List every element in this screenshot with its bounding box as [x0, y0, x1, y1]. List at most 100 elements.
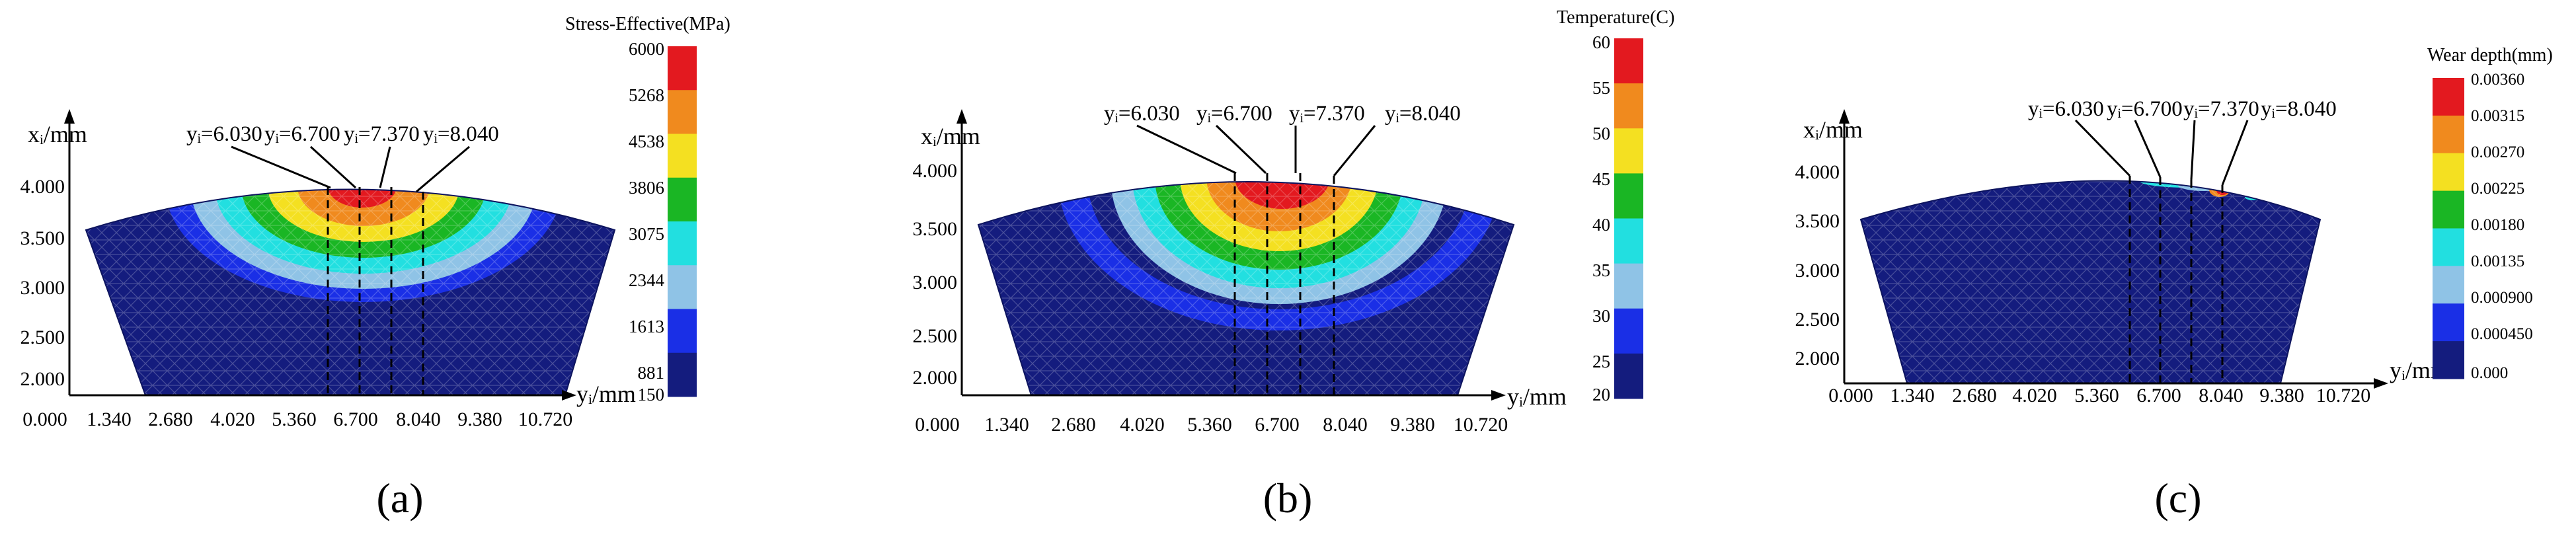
colorbar-label-b-6: 30 — [1592, 306, 1610, 326]
annotation-c-0: yᵢ=6.030 — [2028, 97, 2104, 121]
y-axis-label-c: xᵢ/mm — [1803, 116, 1863, 143]
colorbar-segment — [2433, 115, 2464, 154]
caption-c: (c) — [2154, 475, 2201, 521]
colorbar-label-b-8: 20 — [1592, 385, 1610, 405]
x-axis-arrow-a — [562, 390, 576, 401]
colorbar-label-c-8: 0.000 — [2471, 364, 2508, 382]
caption-b: (b) — [1263, 475, 1313, 521]
x-tick-b-6: 8.040 — [1323, 414, 1368, 436]
colorbar-b — [1614, 38, 1643, 399]
panel-b: yᵢ=6.030 yᵢ=6.700 yᵢ=7.370 yᵢ=8.040 xᵢ/m… — [913, 7, 1675, 521]
x-tick-a-0: 0.000 — [22, 408, 67, 430]
panel-c: yᵢ=6.030 yᵢ=6.700 yᵢ=7.370 yᵢ=8.040 xᵢ/m… — [1795, 45, 2553, 521]
colorbar-label-a-0: 6000 — [629, 39, 664, 59]
x-axis-label-a: yᵢ/mm — [576, 381, 636, 407]
y-axis-arrow-b — [956, 109, 967, 124]
contour-plot-b — [978, 182, 1514, 395]
panel-a: yᵢ=6.030 yᵢ=6.700 yᵢ=7.370 yᵢ=8.040 xᵢ/m… — [20, 14, 730, 521]
colorbar-label-b-0: 60 — [1592, 32, 1610, 52]
colorbar-title-b: Temperature(C) — [1557, 7, 1674, 28]
x-tick-c-1: 1.340 — [1890, 385, 1935, 406]
x-tick-b-7: 9.380 — [1390, 414, 1435, 436]
x-tick-b-1: 1.340 — [984, 414, 1029, 436]
colorbar-segment — [1614, 83, 1643, 129]
leader-lines-b — [1136, 124, 1376, 176]
x-tick-c-3: 4.020 — [2012, 385, 2057, 406]
colorbar-segment — [668, 134, 697, 178]
colorbar-label-a-7: 881 — [638, 363, 665, 383]
colorbar-segment — [2433, 228, 2464, 266]
y-tick-b-3: 2.500 — [913, 325, 958, 347]
y-tick-a-3: 2.500 — [20, 327, 65, 348]
colorbar-label-c-0: 0.00360 — [2471, 71, 2524, 89]
colorbar-labels-a: 6000 5268 4538 3806 3075 2344 1613 881 1… — [629, 39, 665, 405]
colorbar-segment — [1614, 353, 1643, 399]
x-tick-b-4: 5.360 — [1187, 414, 1232, 436]
y-tick-c-4: 2.000 — [1795, 348, 1840, 369]
annotation-a-2: yᵢ=7.370 — [344, 122, 420, 146]
x-tick-a-3: 4.020 — [210, 408, 255, 430]
x-ticks-c: 0.000 1.340 2.680 4.020 5.360 6.700 8.04… — [1828, 385, 2370, 406]
y-tick-b-1: 3.500 — [913, 218, 958, 240]
annotation-b-0: yᵢ=6.030 — [1104, 102, 1180, 126]
colorbar-label-a-3: 3806 — [629, 178, 664, 198]
colorbar-segment — [668, 46, 697, 91]
y-ticks-a: 4.000 3.500 3.000 2.500 2.000 — [20, 176, 65, 390]
colorbar-segment — [2433, 190, 2464, 229]
contour-plot-a — [86, 189, 615, 395]
colorbar-label-a-5: 2344 — [629, 270, 665, 290]
annotations-c: yᵢ=6.030 yᵢ=6.700 yᵢ=7.370 yᵢ=8.040 — [2028, 97, 2337, 121]
x-tick-a-7: 9.380 — [457, 408, 502, 430]
x-tick-a-8: 10.720 — [518, 408, 573, 430]
x-tick-a-2: 2.680 — [148, 408, 193, 430]
annotation-a-0: yᵢ=6.030 — [186, 122, 262, 146]
colorbar-segment — [2433, 341, 2464, 379]
colorbar-segment — [668, 265, 697, 309]
annotations-a: yᵢ=6.030 yᵢ=6.700 yᵢ=7.370 yᵢ=8.040 — [186, 122, 499, 146]
x-tick-c-2: 2.680 — [1952, 385, 1997, 406]
x-tick-b-5: 6.700 — [1255, 414, 1300, 436]
colorbar-label-b-7: 25 — [1592, 352, 1610, 371]
y-tick-c-3: 2.500 — [1795, 309, 1840, 330]
y-ticks-c: 4.000 3.500 3.000 2.500 2.000 — [1795, 161, 1840, 369]
colorbar-segment — [668, 90, 697, 134]
colorbar-segment — [1614, 128, 1643, 174]
colorbar-label-c-3: 0.00225 — [2471, 180, 2524, 198]
annotation-b-2: yᵢ=7.370 — [1289, 102, 1365, 126]
x-axis-arrow-b — [1491, 390, 1506, 401]
colorbar-segment — [1614, 263, 1643, 309]
section-lines-c — [2128, 176, 2224, 383]
colorbar-segment — [1614, 38, 1643, 84]
colorbar-label-a-8: 150 — [638, 385, 665, 405]
colorbar-label-b-2: 50 — [1592, 124, 1610, 143]
y-tick-c-2: 3.000 — [1795, 260, 1840, 282]
y-tick-b-2: 3.000 — [913, 272, 958, 293]
x-tick-c-6: 8.040 — [2199, 385, 2244, 406]
colorbar-label-a-1: 5268 — [629, 85, 664, 105]
colorbar-segment — [2433, 266, 2464, 304]
x-tick-b-8: 10.720 — [1454, 414, 1508, 436]
colorbar-segment — [1614, 173, 1643, 219]
x-tick-a-4: 5.360 — [272, 408, 317, 430]
colorbar-label-b-3: 45 — [1592, 169, 1610, 189]
leader-lines-c — [2074, 119, 2249, 186]
x-axis-arrow-c — [2374, 378, 2388, 389]
annotation-b-1: yᵢ=6.700 — [1196, 102, 1272, 126]
section-lines-a — [327, 187, 424, 395]
y-tick-a-0: 4.000 — [20, 176, 65, 198]
mesh-outline-b — [977, 181, 1515, 396]
mesh-outline-a — [85, 188, 616, 396]
colorbar-label-c-2: 0.00270 — [2471, 143, 2524, 161]
mesh-outline-c — [1859, 180, 2322, 384]
annotation-c-2: yᵢ=7.370 — [2183, 97, 2259, 121]
colorbar-title-a: Stress-Effective(MPa) — [565, 14, 730, 34]
y-tick-c-0: 4.000 — [1795, 161, 1840, 183]
colorbar-segment — [2433, 303, 2464, 342]
x-ticks-b: 0.000 1.340 2.680 4.020 5.360 6.700 8.04… — [915, 414, 1508, 436]
x-tick-b-2: 2.680 — [1051, 414, 1096, 436]
colorbar-a — [668, 46, 697, 397]
colorbar-label-b-1: 55 — [1592, 78, 1610, 98]
y-tick-a-2: 3.000 — [20, 277, 65, 299]
colorbar-label-b-5: 35 — [1592, 260, 1610, 280]
